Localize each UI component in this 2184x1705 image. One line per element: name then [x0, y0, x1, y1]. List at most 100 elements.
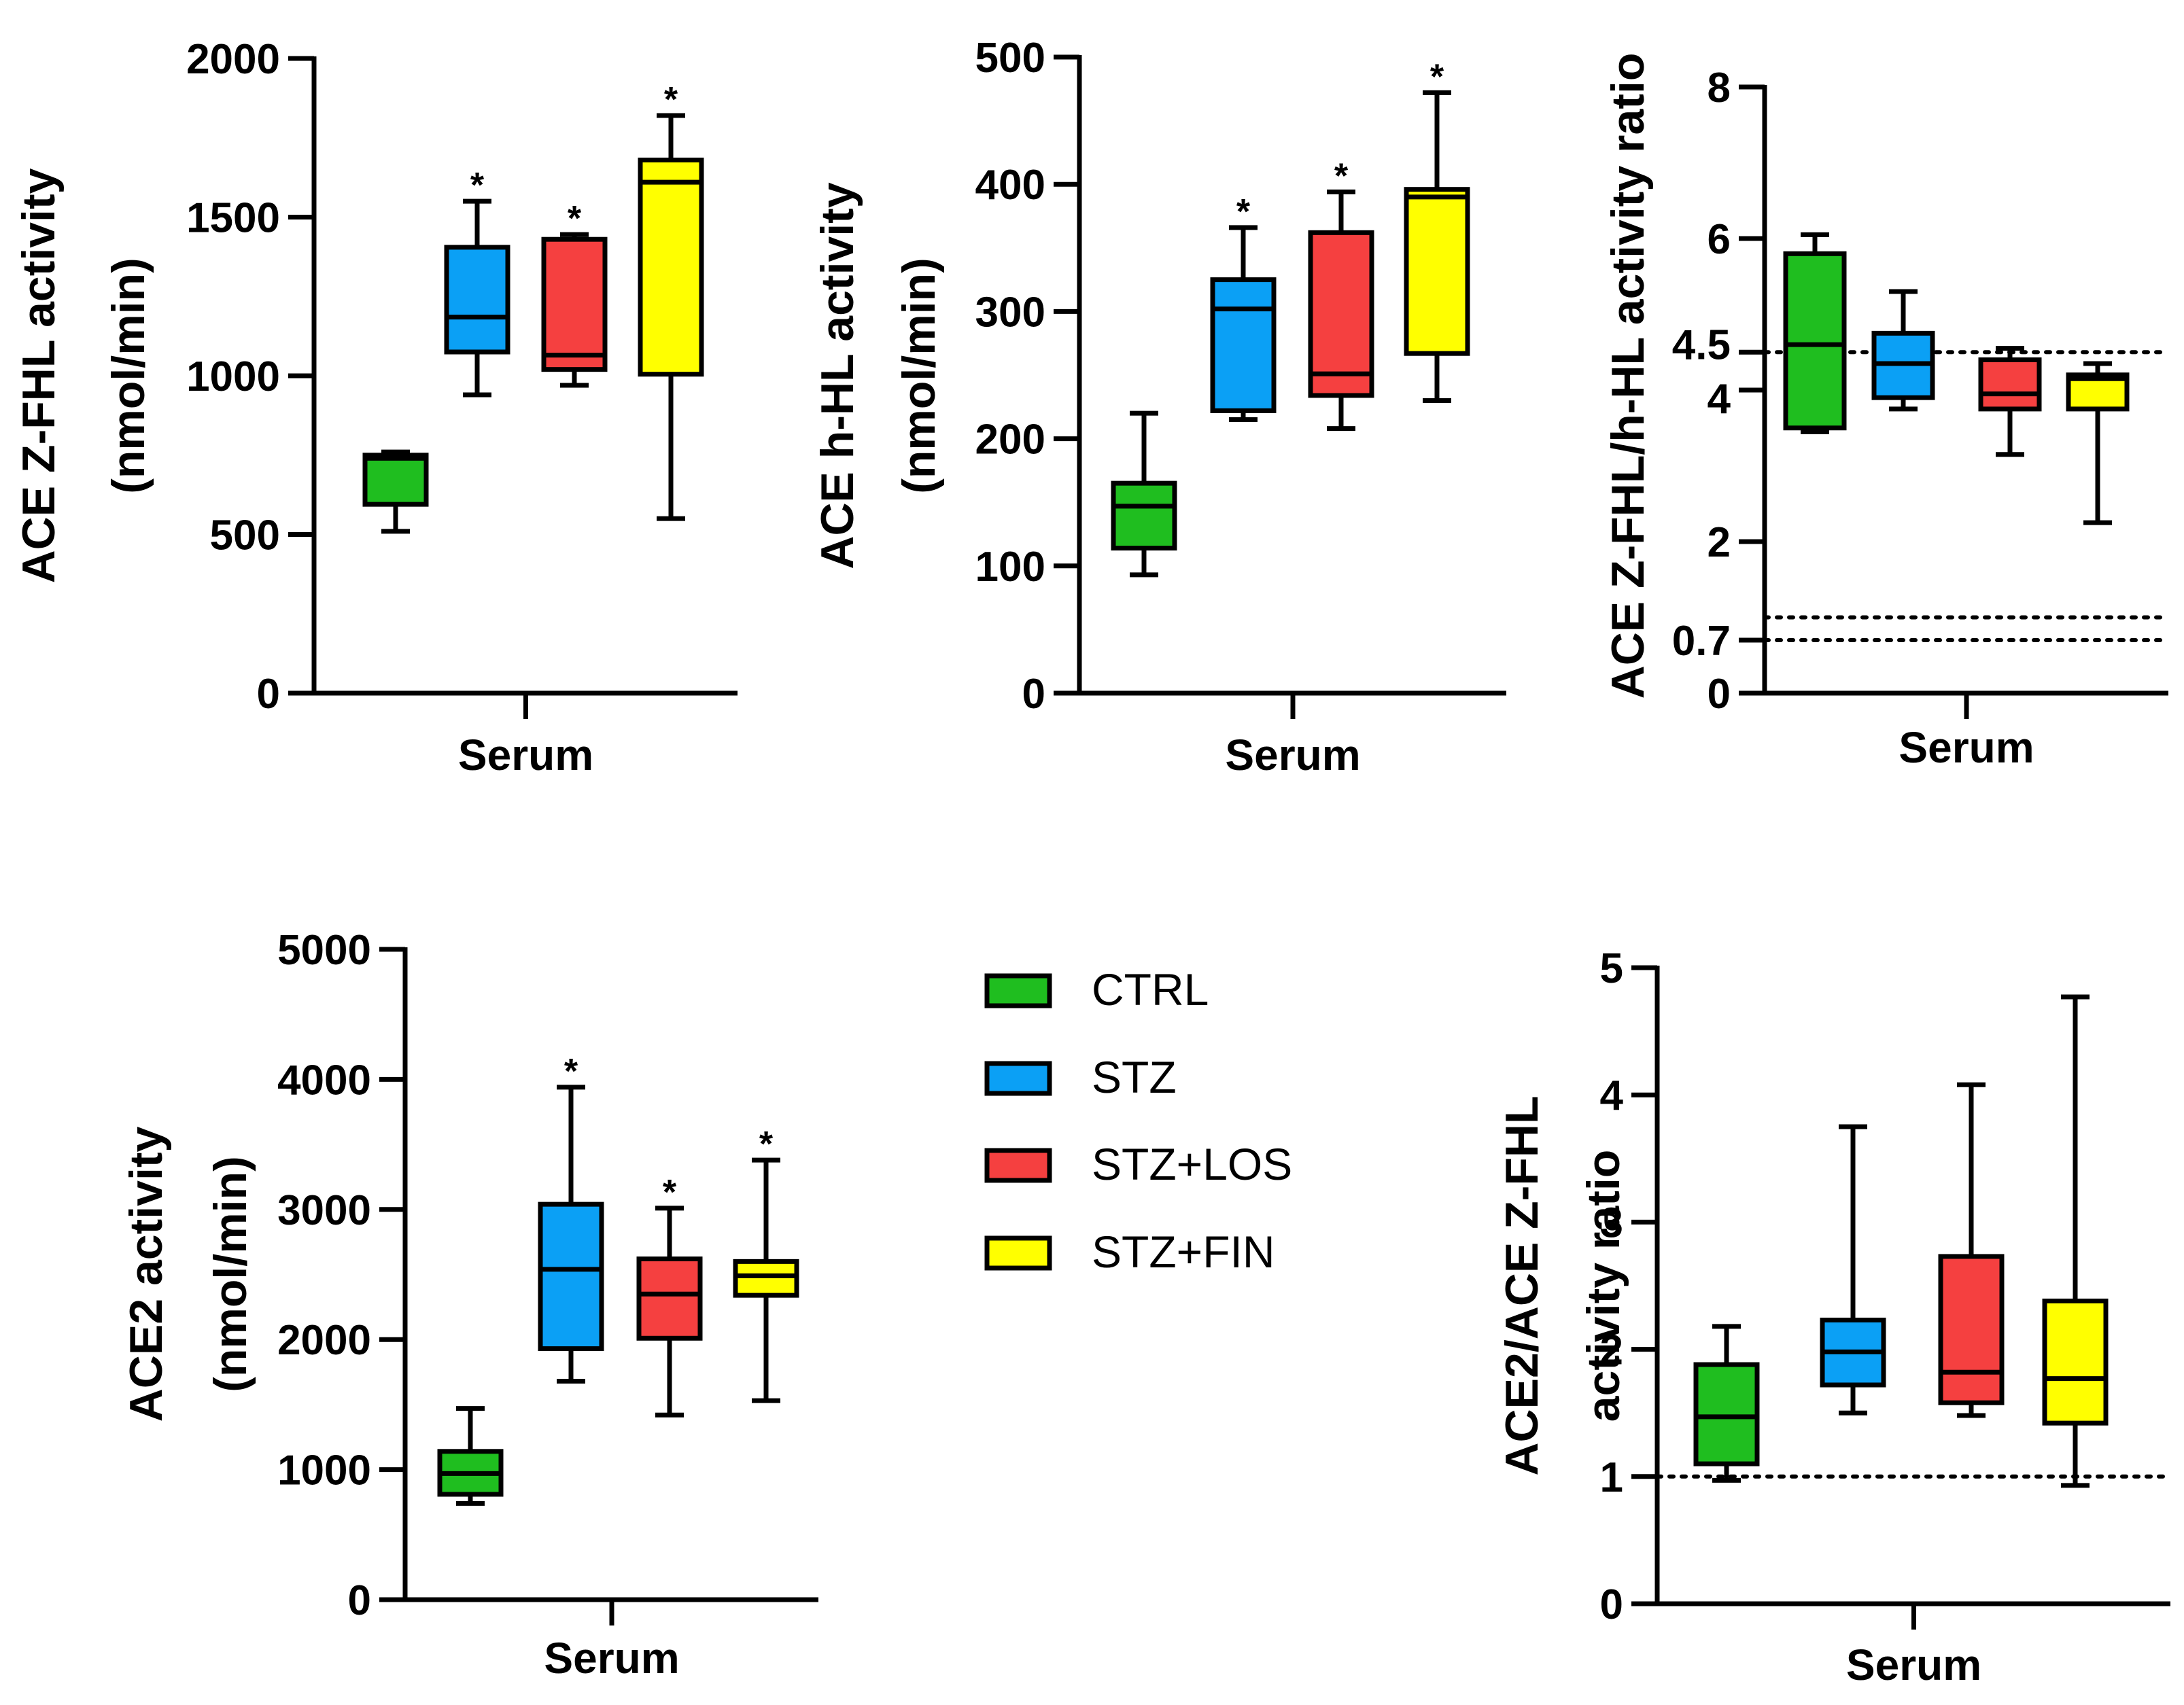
box-stz: * [1210, 192, 1277, 423]
box-iqr [638, 157, 704, 377]
chart-ace-zfhl: 0 500 1000 1500 2000 Serum ACE Z-FHL activity (… [13, 36, 738, 779]
significance-star: * [663, 1173, 677, 1212]
legend-swatch-stz-fin [984, 1235, 1052, 1271]
legend-item-stz: STZ [984, 1052, 1177, 1102]
box-iqr [1783, 251, 1847, 431]
legend-swatch-stz-los [984, 1148, 1052, 1183]
y-axis-label: ACE2/ACE Z-FHL [1496, 1095, 1548, 1475]
significance-star: * [564, 1052, 578, 1091]
chart-ace2-ratio: 0 1 2 3 4 5 Serum ACE2/ACE Z-FHL activity ratio [1496, 945, 2172, 1689]
significance-star: * [664, 80, 678, 120]
y-tick-label: 4000 [277, 1057, 371, 1104]
y-tick-label: 100 [975, 544, 1045, 591]
box-stz: * [444, 166, 510, 398]
y-axis-label-unit: (nmol/min) [103, 258, 154, 494]
y-tick-label: 4.5 [1672, 321, 1731, 368]
legend-label-stz: STZ [1092, 1052, 1177, 1102]
significance-star: * [1334, 156, 1349, 196]
y-tick-label: 1000 [186, 353, 280, 400]
box-iqr [1210, 277, 1277, 413]
y-tick-label: 0 [1708, 671, 1731, 718]
legend-label-stz-fin: STZ+FIN [1092, 1227, 1275, 1277]
y-axis-label-unit: activity ratio [1578, 1150, 1629, 1422]
y-axis-label: ACE2 activity [120, 1127, 172, 1422]
box-iqr [538, 1201, 604, 1352]
y-tick-label: 200 [975, 417, 1045, 463]
legend-item-stz-los: STZ+LOS [984, 1139, 1292, 1189]
box-stz-fin: * [1404, 57, 1470, 403]
legend-swatch-stz [984, 1061, 1052, 1096]
box-stz-fin [2066, 361, 2130, 525]
y-tick-label: 400 [975, 162, 1045, 209]
y-tick-label: 0 [348, 1577, 371, 1624]
significance-star: * [759, 1125, 774, 1164]
y-tick-label: 0 [257, 671, 280, 718]
y-axis-label: ACE Z-FHL activity [13, 168, 65, 583]
y-tick-label: 2000 [277, 1317, 371, 1364]
box-stz-los [1978, 346, 2042, 457]
box-iqr [1693, 1362, 1760, 1466]
box-stz [1871, 289, 1935, 412]
box-ctrl [1111, 410, 1177, 578]
box-ctrl [1693, 1324, 1760, 1483]
y-tick-label: 0.7 [1672, 618, 1731, 665]
box-stz-los: * [636, 1173, 703, 1418]
box-stz-fin: * [733, 1125, 799, 1403]
legend-swatch-ctrl [984, 973, 1052, 1008]
legend-item-stz-fin: STZ+FIN [984, 1227, 1275, 1277]
significance-star: * [470, 166, 485, 205]
chart-ace-ratio: 0 0.7 2 4 4.5 6 8 Serum ACE Z-FHL/h-HL activity … [1602, 53, 2170, 772]
x-axis-label: Serum [1899, 723, 2034, 772]
box-iqr [636, 1256, 703, 1341]
legend-label-ctrl: CTRL [1092, 964, 1209, 1015]
box-iqr [1308, 230, 1374, 398]
y-tick-label: 1500 [186, 195, 280, 242]
box-iqr [1111, 480, 1177, 551]
x-axis-label: Serum [458, 731, 593, 779]
chart-ace-hhl: 0 100 200 300 400 500 Serum ACE h-HL activity (n… [812, 35, 1506, 779]
y-axis-label-unit: (nmol/min) [893, 258, 945, 494]
box-ctrl [1783, 232, 1847, 434]
box-iqr [1978, 357, 2042, 412]
significance-star: * [1236, 192, 1251, 232]
legend-label-stz-los: STZ+LOS [1092, 1139, 1292, 1189]
y-axis-label: ACE h-HL activity [812, 182, 863, 569]
box-iqr [733, 1259, 799, 1298]
y-tick-label: 500 [975, 35, 1045, 82]
y-tick-label: 5000 [277, 927, 371, 974]
box-iqr [1938, 1254, 2005, 1405]
y-tick-label: 0 [1600, 1581, 1623, 1628]
y-tick-label: 3000 [277, 1187, 371, 1234]
significance-star: * [568, 199, 582, 239]
chart-ace2: 0 1000 2000 3000 4000 5000 Serum ACE2 activity (… [120, 927, 818, 1683]
y-tick-label: 5 [1600, 945, 1623, 992]
y-tick-label: 500 [210, 512, 280, 559]
y-tick-label: 2 [1708, 519, 1731, 566]
y-tick-label: 1 [1600, 1454, 1623, 1501]
y-tick-label: 3 [1600, 1199, 1623, 1246]
box-stz-los: * [1308, 156, 1374, 432]
legend-item-ctrl: CTRL [984, 964, 1209, 1015]
y-tick-label: 300 [975, 289, 1045, 336]
box-iqr [362, 453, 429, 507]
box-stz-los [1938, 1082, 2005, 1418]
significance-star: * [1430, 57, 1444, 96]
y-axis-label-unit: (nmol/min) [205, 1156, 256, 1392]
box-iqr [541, 236, 608, 372]
y-tick-label: 2 [1600, 1327, 1623, 1374]
box-stz [1820, 1124, 1886, 1416]
y-tick-label: 2000 [186, 36, 280, 83]
y-tick-label: 8 [1708, 65, 1731, 111]
box-iqr [2042, 1298, 2109, 1426]
box-iqr [1404, 187, 1470, 356]
box-stz: * [538, 1052, 604, 1384]
box-ctrl [362, 449, 429, 534]
x-axis-label: Serum [544, 1634, 679, 1683]
y-tick-label: 0 [1022, 671, 1045, 718]
y-tick-label: 6 [1708, 216, 1731, 263]
x-axis-label: Serum [1225, 731, 1360, 779]
y-tick-label: 1000 [277, 1447, 371, 1494]
legend: CTRL STZ STZ+LOS STZ+FIN [984, 964, 1292, 1277]
